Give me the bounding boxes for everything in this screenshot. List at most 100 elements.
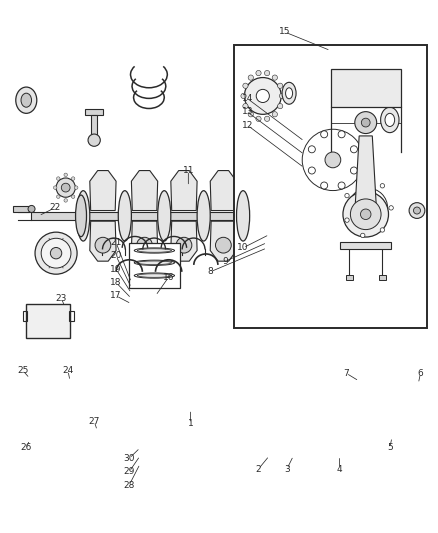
Text: 26: 26 bbox=[21, 443, 32, 452]
Text: 11: 11 bbox=[183, 166, 194, 175]
Ellipse shape bbox=[158, 191, 171, 241]
Text: 23: 23 bbox=[56, 294, 67, 303]
Text: 29: 29 bbox=[124, 467, 135, 476]
Circle shape bbox=[53, 186, 57, 189]
Circle shape bbox=[279, 93, 285, 99]
Text: 9: 9 bbox=[223, 257, 229, 265]
Ellipse shape bbox=[118, 191, 131, 241]
Circle shape bbox=[360, 209, 371, 220]
Circle shape bbox=[272, 111, 277, 117]
Circle shape bbox=[248, 75, 254, 80]
Bar bbox=[69, 311, 74, 321]
Bar bbox=[13, 206, 29, 212]
Ellipse shape bbox=[385, 114, 395, 126]
Bar bbox=[31, 212, 407, 220]
Circle shape bbox=[248, 111, 254, 117]
Circle shape bbox=[215, 237, 231, 253]
Circle shape bbox=[361, 118, 370, 127]
Circle shape bbox=[389, 206, 393, 210]
Text: 17: 17 bbox=[110, 292, 122, 300]
Circle shape bbox=[360, 233, 365, 238]
Text: 15: 15 bbox=[279, 28, 290, 36]
Ellipse shape bbox=[77, 191, 90, 241]
Bar bbox=[129, 243, 180, 288]
Text: 1: 1 bbox=[187, 419, 194, 428]
Text: 13: 13 bbox=[242, 108, 253, 116]
Circle shape bbox=[265, 116, 270, 122]
Text: 24: 24 bbox=[62, 366, 74, 375]
Circle shape bbox=[278, 83, 283, 88]
Circle shape bbox=[338, 131, 345, 138]
Polygon shape bbox=[355, 136, 377, 213]
Circle shape bbox=[256, 70, 261, 76]
Circle shape bbox=[343, 191, 389, 237]
Circle shape bbox=[61, 183, 70, 192]
Ellipse shape bbox=[137, 249, 172, 252]
Circle shape bbox=[293, 120, 372, 199]
Ellipse shape bbox=[381, 107, 399, 133]
Polygon shape bbox=[171, 171, 197, 211]
Circle shape bbox=[243, 83, 248, 88]
Circle shape bbox=[176, 237, 192, 253]
Circle shape bbox=[272, 75, 277, 80]
Bar bbox=[26, 304, 70, 338]
Circle shape bbox=[345, 218, 349, 222]
Circle shape bbox=[41, 238, 71, 268]
Text: 16: 16 bbox=[163, 273, 174, 281]
Text: 7: 7 bbox=[343, 369, 349, 377]
Circle shape bbox=[380, 183, 385, 188]
Circle shape bbox=[137, 237, 152, 253]
Circle shape bbox=[265, 70, 270, 76]
Circle shape bbox=[338, 182, 345, 189]
Circle shape bbox=[50, 247, 62, 259]
Circle shape bbox=[350, 146, 357, 153]
Ellipse shape bbox=[286, 88, 293, 99]
Circle shape bbox=[321, 131, 328, 138]
Polygon shape bbox=[131, 221, 158, 261]
Circle shape bbox=[308, 167, 315, 174]
Circle shape bbox=[364, 204, 372, 212]
Circle shape bbox=[360, 178, 365, 182]
Ellipse shape bbox=[197, 191, 210, 241]
Text: 18: 18 bbox=[110, 278, 122, 287]
Text: 12: 12 bbox=[242, 121, 253, 130]
Text: 5: 5 bbox=[387, 443, 393, 452]
Bar bbox=[23, 311, 27, 321]
Circle shape bbox=[88, 134, 100, 147]
Text: 4: 4 bbox=[337, 465, 342, 473]
Circle shape bbox=[409, 203, 425, 219]
Circle shape bbox=[95, 237, 111, 253]
Polygon shape bbox=[90, 171, 116, 211]
Text: 25: 25 bbox=[17, 366, 28, 375]
Circle shape bbox=[256, 90, 269, 102]
Circle shape bbox=[321, 182, 328, 189]
Circle shape bbox=[380, 228, 385, 232]
Ellipse shape bbox=[21, 93, 32, 107]
Circle shape bbox=[308, 146, 315, 153]
Ellipse shape bbox=[76, 195, 86, 237]
Circle shape bbox=[74, 186, 78, 189]
Polygon shape bbox=[210, 221, 237, 261]
Text: 6: 6 bbox=[417, 369, 424, 377]
Circle shape bbox=[28, 205, 35, 213]
Text: 27: 27 bbox=[88, 417, 100, 425]
Ellipse shape bbox=[237, 191, 250, 241]
Circle shape bbox=[64, 199, 67, 202]
Circle shape bbox=[71, 195, 75, 198]
Circle shape bbox=[35, 232, 77, 274]
Text: 30: 30 bbox=[124, 454, 135, 463]
Circle shape bbox=[345, 193, 349, 198]
Bar bbox=[346, 275, 353, 280]
Circle shape bbox=[350, 199, 381, 230]
Text: 8: 8 bbox=[207, 268, 213, 276]
Circle shape bbox=[243, 103, 248, 109]
Text: 10: 10 bbox=[237, 244, 249, 252]
Circle shape bbox=[278, 103, 283, 109]
Circle shape bbox=[256, 116, 261, 122]
Text: 3: 3 bbox=[284, 465, 290, 473]
Ellipse shape bbox=[137, 261, 172, 264]
Polygon shape bbox=[210, 171, 237, 211]
Bar bbox=[379, 275, 386, 280]
Bar bbox=[234, 45, 427, 328]
Circle shape bbox=[413, 207, 420, 214]
